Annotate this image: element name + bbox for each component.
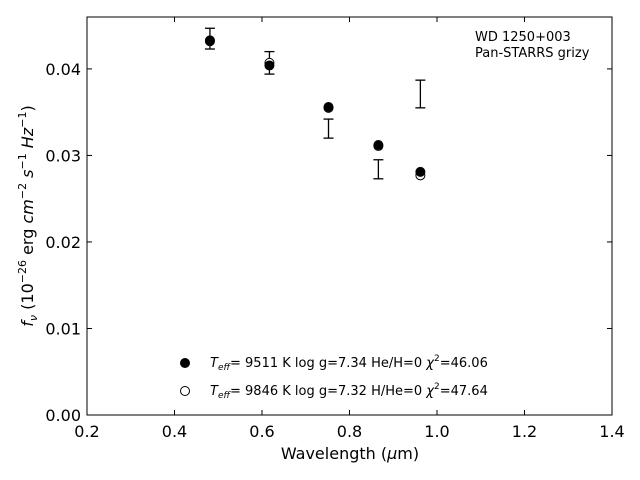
- legend-entry-filled: Teff= 9511 K log g=7.34 He/H=0 χ2=46.06: [210, 354, 488, 373]
- legend-marker-open: [180, 386, 190, 396]
- plot-frame: [86, 16, 613, 416]
- model-point-filled: [373, 140, 384, 151]
- legend: Teff= 9511 K log g=7.34 He/H=0 χ2=46.06 …: [180, 354, 488, 401]
- annotation-survey: Pan-STARRS grizy: [475, 46, 590, 61]
- y-tick-label: 0.01: [45, 319, 81, 338]
- y-tick-label: 0.04: [45, 60, 81, 79]
- x-tick-label: 1.4: [599, 422, 624, 441]
- legend-entry-open: Teff= 9846 K log g=7.32 H/He=0 χ2=47.64: [210, 382, 488, 401]
- model-point-filled: [264, 60, 275, 71]
- observed-errorbar: [415, 79, 426, 109]
- y-tick-label: 0.00: [45, 406, 81, 425]
- x-tick-label: 0.8: [337, 422, 362, 441]
- model-point-filled: [204, 35, 215, 46]
- x-tick-label: 0.2: [74, 422, 99, 441]
- x-tick-label: 0.6: [249, 422, 274, 441]
- x-tick-label: 0.4: [162, 422, 187, 441]
- tick-labels: 0.2 0.4 0.6 0.8 1.0 1.2 1.4 0.00 0.01 0.02 0.03 0.0…: [45, 60, 624, 441]
- legend-marker-filled: [180, 358, 190, 368]
- observed-errorbar: [373, 159, 384, 180]
- x-tick-label: 1.0: [424, 422, 449, 441]
- x-tick-label: 1.2: [512, 422, 537, 441]
- model-point-filled: [323, 101, 334, 112]
- annotation-object: WD 1250+003: [475, 30, 571, 45]
- model-point-filled: [415, 166, 426, 177]
- y-tick-label: 0.02: [45, 233, 81, 252]
- y-axis-label: fν (10−26 erg cm−2 s−1 Hz−1): [16, 105, 40, 326]
- x-axis-label: Wavelength (μm): [281, 444, 419, 463]
- data-points: [204, 27, 426, 181]
- observed-errorbar: [323, 118, 334, 139]
- y-tick-label: 0.03: [45, 146, 81, 165]
